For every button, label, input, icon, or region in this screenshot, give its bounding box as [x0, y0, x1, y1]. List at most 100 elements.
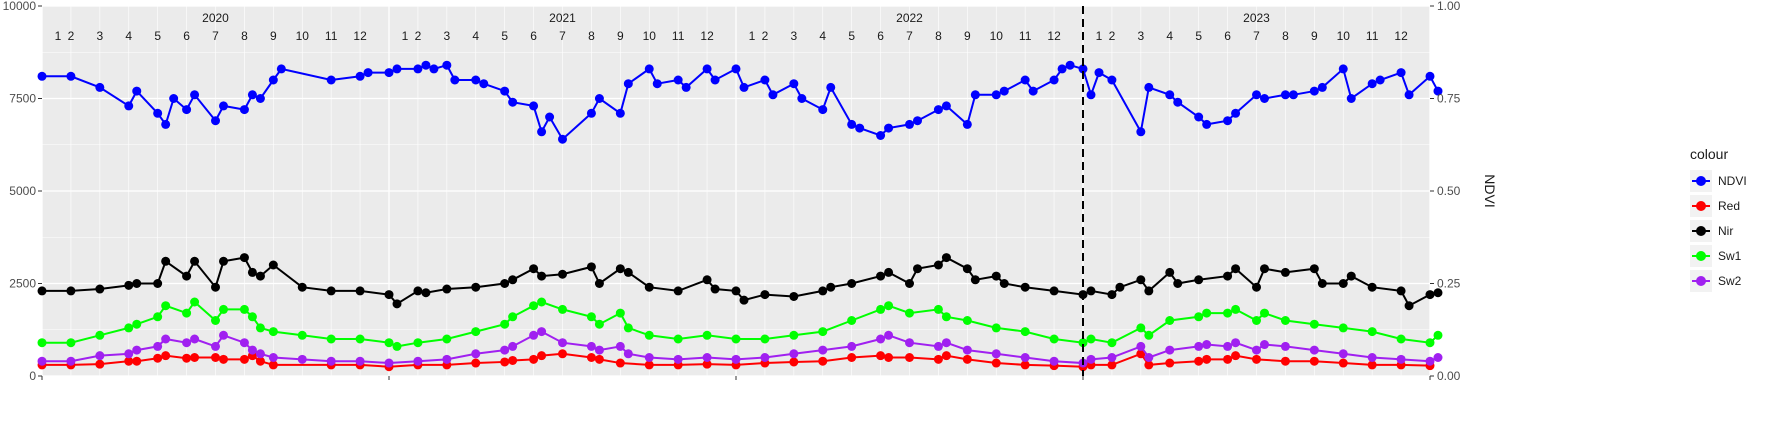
- data-point: [1396, 68, 1406, 78]
- data-point: [1433, 288, 1443, 298]
- data-point: [1425, 356, 1435, 366]
- data-point: [95, 351, 105, 361]
- data-point: [905, 119, 914, 129]
- month-label: 11: [1019, 29, 1032, 43]
- data-point: [429, 64, 439, 74]
- month-label: 12: [353, 29, 367, 43]
- data-point: [1020, 282, 1030, 292]
- data-point: [508, 97, 518, 107]
- data-point: [847, 279, 857, 288]
- data-point: [268, 75, 278, 85]
- month-label: 6: [183, 29, 190, 43]
- data-point: [615, 108, 625, 118]
- data-point: [384, 290, 394, 300]
- data-point: [1280, 341, 1290, 351]
- data-point: [797, 94, 807, 103]
- data-point: [586, 341, 596, 351]
- month-label: 5: [154, 29, 161, 43]
- data-point: [153, 341, 163, 351]
- data-point: [161, 334, 171, 344]
- data-point: [876, 131, 886, 140]
- year-label: 2022: [896, 11, 923, 25]
- month-label: 5: [848, 29, 855, 43]
- data-point: [413, 64, 423, 74]
- data-point: [933, 105, 943, 115]
- data-point: [615, 264, 625, 274]
- data-point: [1317, 82, 1327, 92]
- month-label: 7: [212, 29, 219, 43]
- legend-item-red: Red: [1690, 193, 1770, 218]
- data-point: [37, 356, 47, 366]
- month-label: 6: [877, 29, 884, 43]
- data-point: [941, 101, 951, 111]
- data-point: [479, 79, 489, 89]
- legend-key-icon: [1690, 169, 1712, 192]
- month-label: 7: [906, 29, 913, 43]
- data-point: [384, 358, 394, 368]
- data-point: [1057, 64, 1067, 74]
- data-point: [1049, 286, 1059, 296]
- data-point: [1375, 75, 1385, 85]
- data-point: [1107, 75, 1117, 85]
- month-label: 8: [1282, 29, 1289, 43]
- data-point: [1223, 308, 1233, 318]
- data-point: [1223, 116, 1233, 126]
- data-point: [500, 319, 510, 329]
- month-label: 2: [1109, 29, 1116, 43]
- legend-key-dot: [1696, 225, 1706, 236]
- data-point: [615, 308, 625, 318]
- data-point: [182, 353, 192, 363]
- month-label: 9: [617, 29, 624, 43]
- month-label: 6: [530, 29, 537, 43]
- month-label: 8: [241, 29, 248, 43]
- data-point: [1396, 286, 1406, 296]
- data-point: [1107, 290, 1117, 300]
- data-point: [1020, 327, 1030, 337]
- data-point: [421, 288, 431, 298]
- data-point: [1020, 75, 1030, 85]
- data-point: [731, 354, 741, 364]
- data-point: [1202, 308, 1212, 318]
- data-point: [1049, 75, 1059, 85]
- data-point: [255, 94, 265, 103]
- data-point: [1086, 90, 1096, 100]
- month-label: 10: [643, 29, 657, 43]
- data-point: [760, 290, 770, 300]
- data-point: [537, 271, 547, 281]
- data-point: [847, 341, 857, 351]
- data-point: [933, 260, 943, 270]
- legend-key-dot: [1696, 250, 1706, 261]
- data-point: [161, 301, 171, 311]
- legend-label: Red: [1718, 198, 1741, 213]
- data-point: [1231, 304, 1241, 314]
- data-point: [1078, 64, 1088, 74]
- data-point: [500, 86, 510, 96]
- data-point: [37, 71, 47, 81]
- data-point: [1260, 264, 1269, 274]
- data-point: [1367, 327, 1377, 337]
- data-point: [933, 341, 943, 351]
- data-point: [326, 286, 336, 296]
- data-point: [884, 353, 894, 362]
- right-tick-label: 0.00: [1437, 369, 1461, 383]
- data-point: [731, 334, 741, 344]
- data-point: [1194, 275, 1204, 285]
- data-point: [297, 282, 307, 292]
- data-point: [1020, 360, 1030, 370]
- data-point: [558, 349, 567, 359]
- data-point: [558, 304, 567, 314]
- month-label: 4: [1166, 29, 1173, 43]
- data-point: [1020, 353, 1030, 362]
- data-point: [962, 264, 972, 274]
- left-tick-label: 5000: [9, 184, 36, 198]
- series-sw1: [37, 297, 1443, 351]
- legend-key-icon: [1690, 269, 1712, 292]
- data-point: [1107, 353, 1117, 362]
- data-point: [731, 286, 741, 296]
- data-point: [941, 338, 951, 348]
- data-point: [268, 360, 278, 370]
- data-point: [884, 267, 894, 277]
- data-point: [153, 279, 163, 288]
- data-point: [884, 330, 894, 340]
- data-point: [681, 82, 691, 92]
